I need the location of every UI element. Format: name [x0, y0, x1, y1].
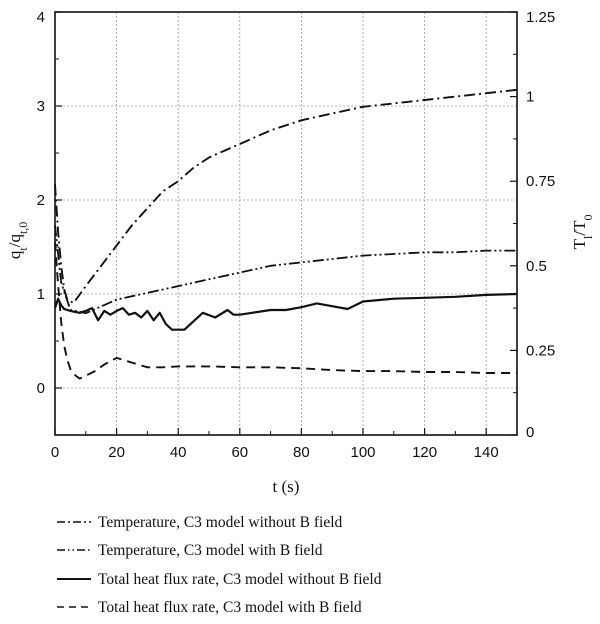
- y-left-tick-label: 2: [37, 192, 45, 209]
- series-line-2: [54, 225, 517, 315]
- x-tick-label: 140: [474, 444, 499, 461]
- svg-text:qt/qt,0: qt/qt,0: [5, 222, 30, 259]
- x-tick-label: 20: [108, 444, 125, 461]
- series-line-4: [54, 242, 517, 380]
- y-axis-left-label: qt/qt,0: [5, 222, 30, 259]
- x-tick-label: 60: [231, 444, 248, 461]
- x-tick-label: 80: [293, 444, 310, 461]
- y-right-tick-label: 0.25: [526, 342, 555, 359]
- y-right-tick-label: 1: [526, 89, 534, 106]
- y-left-tick-label: 0: [37, 380, 45, 397]
- series-line-1: [54, 88, 518, 304]
- legend-label: Temperature, C3 model without B field: [98, 514, 343, 531]
- y-right-tick-label: 0: [526, 424, 534, 441]
- y-left-tick-label: 4: [37, 9, 45, 26]
- legend-label: Total heat flux rate, C3 model with B fi…: [98, 599, 362, 616]
- x-axis-label: t (s): [273, 477, 300, 496]
- series-line-3: [53, 292, 518, 331]
- x-tick-label: 120: [412, 444, 437, 461]
- series-layer: [53, 88, 518, 380]
- y-axis-right-label: Tl/T0: [570, 215, 595, 250]
- y-left-tick-label: 3: [37, 98, 45, 115]
- y-right-tick-label: 1.25: [526, 9, 555, 26]
- legend: Temperature, C3 model without B field Tem…: [57, 514, 382, 616]
- x-tick-label: 40: [170, 444, 187, 461]
- y-right-tick-label: 0.5: [526, 258, 547, 275]
- x-tick-label: 100: [350, 444, 375, 461]
- legend-label: Temperature, C3 model with B field: [98, 542, 323, 559]
- grid: [55, 12, 517, 435]
- x-tick-label: 0: [51, 444, 59, 461]
- svg-text:Tl/T0: Tl/T0: [570, 215, 595, 250]
- y-right-tick-label: 0.75: [526, 173, 555, 190]
- legend-label: Total heat flux rate, C3 model without B…: [98, 571, 382, 588]
- y-left-tick-label: 1: [37, 286, 45, 303]
